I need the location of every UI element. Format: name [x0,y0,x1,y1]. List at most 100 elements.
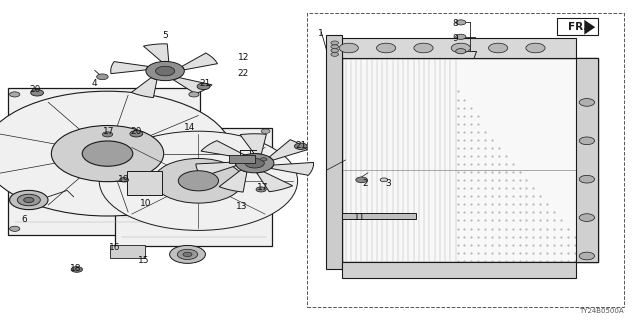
Bar [326,35,342,269]
Circle shape [451,43,470,53]
Polygon shape [131,78,157,98]
Circle shape [331,52,339,56]
Bar [342,213,416,219]
Circle shape [146,61,184,81]
Text: TY24B0500A: TY24B0500A [579,308,624,314]
Polygon shape [584,20,595,35]
Circle shape [456,49,466,54]
Circle shape [17,194,40,206]
Circle shape [331,49,339,52]
Circle shape [579,175,595,183]
Text: FR.: FR. [568,22,587,32]
Circle shape [177,249,198,260]
Bar [115,128,272,246]
Circle shape [245,158,264,168]
Text: 14: 14 [184,124,195,132]
Polygon shape [196,162,236,177]
Circle shape [579,137,595,145]
Bar [307,13,624,307]
Circle shape [0,91,232,216]
Text: 10: 10 [140,199,152,208]
Circle shape [130,131,143,137]
Polygon shape [269,140,307,160]
Text: 4: 4 [92,79,97,88]
Circle shape [51,125,164,182]
Text: 3: 3 [386,180,391,188]
Circle shape [71,267,83,272]
Circle shape [456,34,466,39]
Text: 20: 20 [131,127,142,136]
Circle shape [579,252,595,260]
Text: 5: 5 [163,31,168,40]
Text: 1: 1 [319,29,324,38]
Circle shape [526,43,545,53]
Text: 6: 6 [22,215,27,224]
Circle shape [579,214,595,221]
Circle shape [156,66,175,76]
Bar [110,245,145,258]
Text: 13: 13 [236,202,248,211]
Circle shape [102,132,113,137]
Circle shape [376,43,396,53]
Polygon shape [219,170,247,192]
Circle shape [183,252,192,257]
Circle shape [261,129,270,133]
Circle shape [24,197,34,203]
Text: 12: 12 [237,53,249,62]
Bar [342,262,576,278]
Polygon shape [240,134,266,154]
Circle shape [31,90,44,96]
Text: 8: 8 [453,19,458,28]
Text: 21: 21 [199,79,211,88]
Text: 11: 11 [354,213,365,222]
Text: 15: 15 [138,256,149,265]
Circle shape [99,131,298,230]
Circle shape [170,245,205,263]
Bar [342,58,598,262]
Text: 17: 17 [257,183,268,192]
Circle shape [197,83,210,90]
Polygon shape [201,141,244,157]
Text: 21: 21 [295,141,307,150]
Bar [8,88,200,235]
Circle shape [331,41,339,45]
Text: 17: 17 [103,127,115,136]
Circle shape [189,92,199,97]
Text: 18: 18 [70,264,81,273]
Bar [576,58,598,262]
Circle shape [488,43,508,53]
Polygon shape [182,53,218,70]
Polygon shape [111,62,148,74]
Circle shape [120,178,129,182]
Polygon shape [257,172,292,192]
Circle shape [294,143,307,149]
Circle shape [256,187,266,192]
Circle shape [10,190,48,210]
Circle shape [154,158,243,203]
Circle shape [331,45,339,49]
Text: 9: 9 [453,34,458,43]
Text: 16: 16 [109,244,121,252]
Bar [229,155,255,163]
Polygon shape [173,77,212,94]
Polygon shape [271,163,314,175]
Circle shape [97,74,108,80]
Circle shape [10,226,20,231]
Bar [557,18,598,35]
Circle shape [10,92,20,97]
Circle shape [380,178,388,182]
Circle shape [179,171,218,191]
Circle shape [83,141,132,166]
Circle shape [356,177,367,183]
Text: 2: 2 [362,180,367,188]
Polygon shape [143,44,169,62]
Circle shape [260,158,267,161]
Bar [127,171,162,195]
Circle shape [339,43,358,53]
Text: 7: 7 [471,52,476,60]
Circle shape [456,20,466,25]
Circle shape [579,99,595,106]
Text: 19: 19 [118,175,130,184]
Text: 20: 20 [29,85,41,94]
Circle shape [414,43,433,53]
